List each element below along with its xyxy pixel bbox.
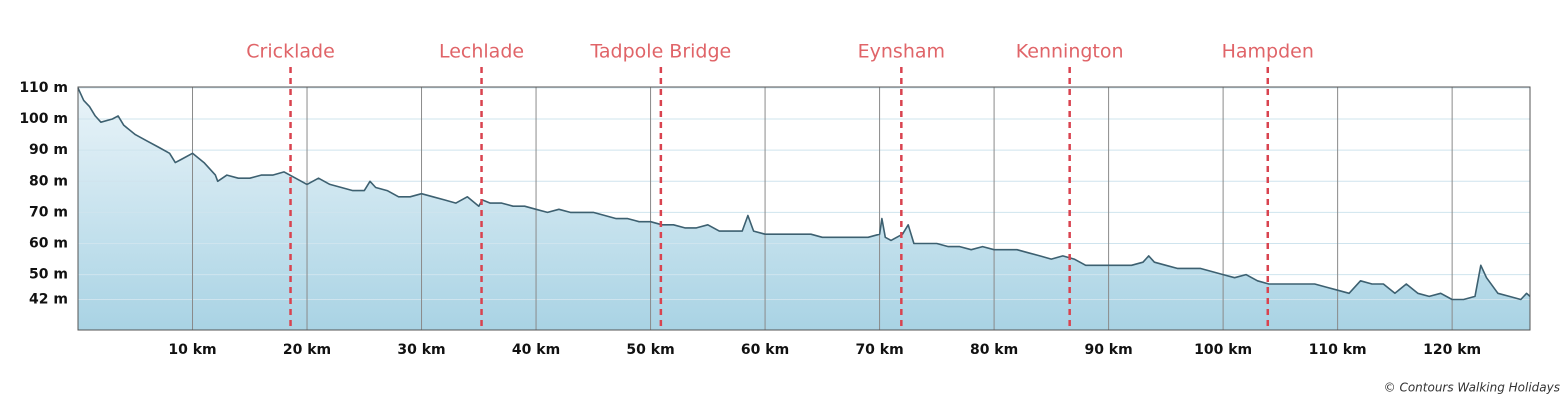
y-tick-label: 42 m xyxy=(29,292,68,308)
x-tick-label: 100 km xyxy=(1194,342,1252,358)
y-tick-label: 50 m xyxy=(29,267,68,283)
x-tick-label: 20 km xyxy=(283,342,331,358)
x-tick-label: 50 km xyxy=(626,342,674,358)
y-tick-label: 100 m xyxy=(19,111,68,127)
x-tick-label: 90 km xyxy=(1084,342,1132,358)
area-fill xyxy=(78,87,1530,331)
x-tick-label: 70 km xyxy=(855,342,903,358)
y-tick-label: 80 m xyxy=(29,173,68,189)
place-label: Lechlade xyxy=(439,41,524,63)
y-tick-label: 60 m xyxy=(29,236,68,252)
x-tick-label: 60 km xyxy=(741,342,789,358)
x-tick-label: 120 km xyxy=(1423,342,1481,358)
place-label: Eynsham xyxy=(858,41,945,63)
place-label: Tadpole Bridge xyxy=(589,41,731,63)
x-tick-label: 110 km xyxy=(1309,342,1367,358)
place-label: Hampden xyxy=(1222,41,1314,63)
plot-frame xyxy=(77,86,1531,331)
credit: © Contours Walking Holidays xyxy=(1384,381,1560,395)
y-tick-label: 70 m xyxy=(29,204,68,220)
x-tick-label: 30 km xyxy=(397,342,445,358)
place-label: Cricklade xyxy=(246,41,334,63)
y-tick-label: 110 m xyxy=(19,80,68,96)
x-tick-label: 40 km xyxy=(512,342,560,358)
place-label: Kennington xyxy=(1016,41,1124,63)
y-tick-label: 90 m xyxy=(29,142,68,158)
elevation-line xyxy=(77,87,1531,301)
x-tick-label: 10 km xyxy=(168,342,216,358)
x-tick-label: 80 km xyxy=(970,342,1018,358)
